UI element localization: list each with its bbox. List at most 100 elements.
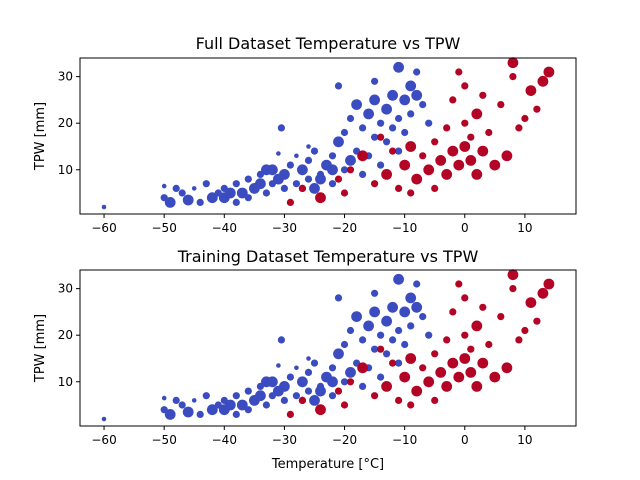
top-scatter-point (286, 198, 294, 206)
top-scatter-point (525, 85, 537, 96)
top-scatter-point (381, 103, 392, 115)
bottom-scatter-point (441, 381, 453, 392)
top-scatter-point (309, 183, 320, 194)
bottom-axes-frame (79, 269, 577, 427)
top-scatter-point (279, 169, 290, 180)
bottom-scatter-point (419, 313, 427, 321)
top-scatter-point (447, 145, 459, 157)
bottom-scatter-point (340, 378, 349, 386)
bottom-scatter-panel: Training Dataset Temperature vs TPW −60−… (33, 247, 577, 472)
bottom-scatter-point (359, 382, 367, 390)
bottom-scatter-point (276, 363, 281, 368)
top-scatter-point (449, 96, 457, 104)
top-scatter-point (244, 175, 252, 183)
top-scatter-point (393, 61, 404, 73)
bottom-scatter-point (507, 269, 519, 281)
bottom-x-axis-label: Temperature [°C] (271, 457, 384, 472)
top-scatter-point (465, 155, 477, 166)
top-scatter-point (280, 184, 288, 192)
top-scatter-point (297, 164, 308, 176)
bottom-scatter-point (196, 410, 204, 418)
top-scatter-point (327, 164, 338, 176)
top-scatter-point (443, 124, 451, 132)
top-y-tick-label: 20 (58, 116, 73, 130)
top-scatter-point (395, 184, 403, 192)
top-scatter-point (292, 180, 300, 188)
top-scatter-point (371, 133, 379, 141)
top-scatter-point (286, 161, 294, 169)
bottom-scatter-point (345, 367, 356, 378)
bottom-scatter-point (371, 345, 379, 353)
bottom-scatter-point (236, 399, 248, 411)
bottom-scatter-point (191, 398, 197, 403)
bottom-scatter-point (509, 285, 517, 293)
bottom-scatter-point (371, 289, 379, 297)
bottom-scatter-point (521, 326, 529, 335)
bottom-scatter-point (346, 326, 355, 335)
bottom-scatter-point (182, 406, 194, 418)
top-scatter-point (413, 68, 421, 76)
bottom-scatter-point (543, 278, 555, 290)
top-scatter-point (371, 180, 379, 188)
top-scatter-point (224, 187, 236, 199)
top-x-tick-label: −20 (332, 221, 357, 235)
top-scatter-point (377, 133, 385, 141)
top-x-tick-label: −10 (392, 221, 417, 235)
bottom-scatter-point (371, 392, 379, 400)
top-scatter-point (441, 169, 453, 180)
top-scatter-point (471, 108, 483, 120)
bottom-scatter-point (304, 387, 313, 395)
bottom-scatter-point (334, 387, 343, 395)
top-x-tick-label: −50 (152, 221, 177, 235)
top-scatter-point (459, 141, 471, 152)
top-scatter-point (471, 169, 483, 180)
top-scatter-point (340, 189, 349, 197)
bottom-scatter-point (286, 373, 294, 381)
bottom-scatter-point (261, 376, 272, 388)
bottom-y-axis-label: TPW [mm] (33, 314, 48, 383)
bottom-scatter-point (533, 317, 541, 325)
top-x-tick-label: −60 (91, 221, 116, 235)
bottom-x-tick-label: −10 (392, 433, 417, 447)
bottom-scatter-point (405, 353, 417, 364)
bottom-scatter-point (471, 320, 483, 332)
top-x-tick-label: 0 (461, 221, 469, 235)
bottom-scatter-point (101, 416, 107, 422)
top-scatter-point (315, 173, 326, 185)
bottom-scatter-point (359, 336, 367, 344)
bottom-scatter-point (280, 396, 288, 404)
bottom-scatter-point (333, 348, 344, 360)
top-scatter-point (453, 159, 465, 171)
top-scatter-point (262, 189, 270, 197)
top-scatter-point (395, 147, 403, 155)
bottom-scatter-point (164, 409, 176, 420)
top-scatter-point (461, 82, 469, 90)
top-scatter-point (371, 77, 379, 85)
top-x-tick-label: −40 (212, 221, 237, 235)
bottom-scatter-point (461, 331, 469, 339)
bottom-scatter-point (306, 356, 311, 361)
top-scatter-point (387, 89, 398, 101)
bottom-scatter-point (244, 406, 252, 414)
bottom-scatter-point (497, 313, 505, 321)
top-scatter-point (435, 155, 447, 166)
bottom-scatter-point (431, 350, 439, 358)
bottom-scatter-point (395, 359, 403, 367)
bottom-scatter-point (277, 336, 285, 344)
bottom-scatter-point (411, 385, 423, 397)
bottom-scatter-point (232, 392, 240, 400)
bottom-scatter-point (297, 376, 308, 388)
bottom-scatter-point (172, 396, 180, 404)
bottom-x-tick-label: −40 (212, 433, 237, 447)
bottom-scatter-point (465, 367, 477, 378)
bottom-scatter-point (357, 362, 368, 374)
top-scatter-point (515, 124, 523, 132)
top-scatter-point (357, 150, 368, 162)
top-scatter-point (191, 186, 197, 191)
top-scatter-point (407, 110, 415, 118)
top-scatter-point (328, 152, 337, 160)
bottom-scatter-point (419, 364, 427, 372)
top-scatter-point (315, 192, 326, 204)
bottom-scatter-point (395, 326, 403, 335)
bottom-scatter-point (286, 410, 294, 418)
